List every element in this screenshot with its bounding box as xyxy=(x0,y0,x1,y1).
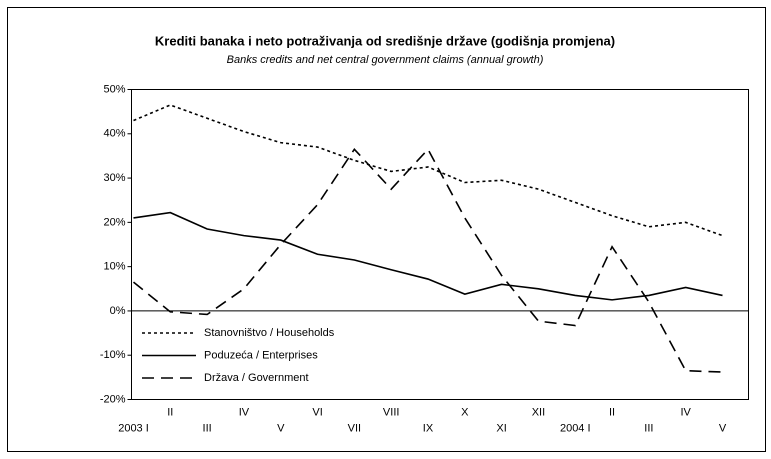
series-line xyxy=(133,211,723,301)
x-tick-label: VIII xyxy=(383,406,400,418)
legend-label: Stanovništvo / Households xyxy=(204,327,335,339)
y-tick-label: 10% xyxy=(103,261,125,273)
x-tick-label: II xyxy=(167,406,173,418)
y-tick-label: 50% xyxy=(103,83,125,95)
x-tick-label: II xyxy=(609,406,615,418)
x-tick-label: V xyxy=(719,422,727,434)
x-tick-label: 2003 I xyxy=(118,422,149,434)
y-tick-label: 20% xyxy=(103,216,125,228)
x-tick-label: III xyxy=(644,422,653,434)
series-line xyxy=(132,147,723,373)
series-line xyxy=(133,104,723,237)
x-tick-label: V xyxy=(277,422,285,434)
x-tick-label: IV xyxy=(680,406,691,418)
chart-title: Krediti banaka i neto potraživanja od sr… xyxy=(155,33,615,48)
y-tick-label: -20% xyxy=(100,393,126,405)
chart-subtitle: Banks credits and net central government… xyxy=(227,54,544,66)
x-tick-label: IV xyxy=(239,406,250,418)
plot-area xyxy=(131,89,749,400)
x-tick-label: VI xyxy=(312,406,322,418)
y-tick-label: -10% xyxy=(100,349,126,361)
x-tick-label: IX xyxy=(423,422,434,434)
x-tick-label: XII xyxy=(532,406,545,418)
x-tick-label: III xyxy=(203,422,212,434)
x-tick-label: 2004 I xyxy=(560,422,591,434)
x-tick-label: X xyxy=(461,406,469,418)
x-tick-label: XI xyxy=(496,422,506,434)
y-tick-label: 0% xyxy=(110,305,126,317)
x-tick-label: VII xyxy=(348,422,361,434)
y-tick-label: 30% xyxy=(103,172,125,184)
legend-label: Poduzeća / Enterprises xyxy=(204,349,318,361)
frame xyxy=(7,7,766,452)
legend-label: Država / Government xyxy=(204,372,309,384)
y-tick-label: 40% xyxy=(103,128,125,140)
